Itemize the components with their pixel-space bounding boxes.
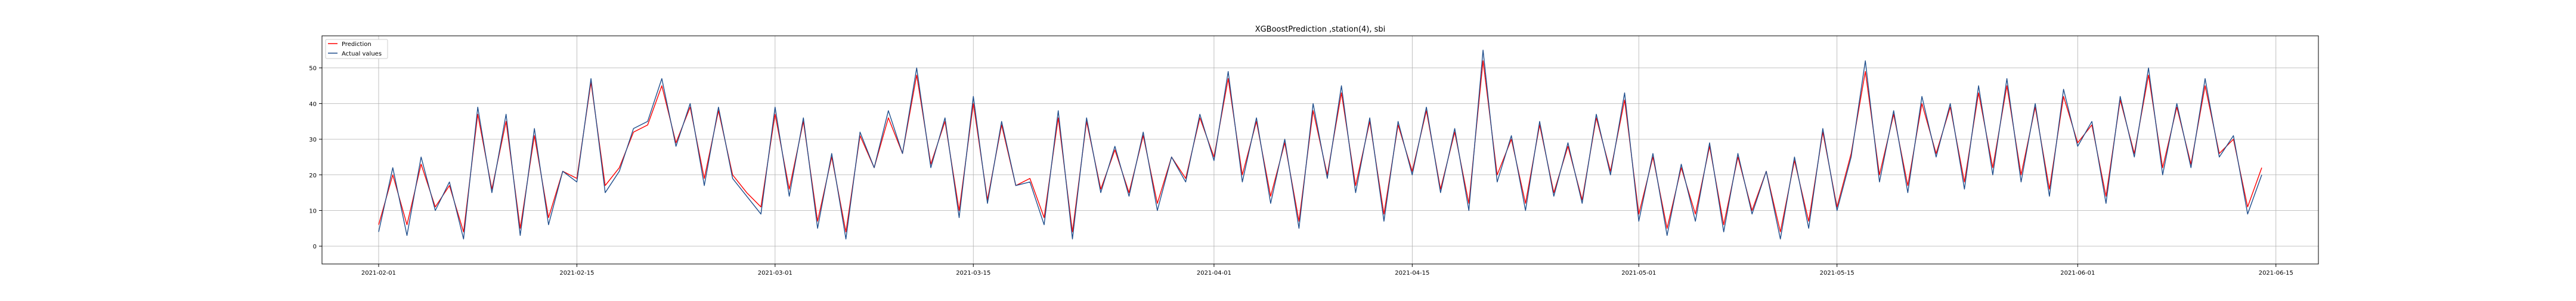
series-lines xyxy=(378,50,2262,239)
x-tick-label: 2021-04-15 xyxy=(1395,270,1429,277)
x-tick-label: 2021-05-15 xyxy=(1820,270,1854,277)
y-tick-label: 0 xyxy=(313,244,317,250)
y-tick-label: 10 xyxy=(309,208,317,214)
y-tick-label: 50 xyxy=(309,66,317,72)
x-tick-label: 2021-02-01 xyxy=(361,270,396,277)
x-tick-label: 2021-06-15 xyxy=(2259,270,2293,277)
legend-label-actual: Actual values xyxy=(342,51,382,57)
y-tick-label: 30 xyxy=(309,137,317,143)
series-line-actual xyxy=(378,50,2262,239)
x-tick-label: 2021-02-15 xyxy=(559,270,594,277)
y-tick-label: 40 xyxy=(309,101,317,108)
legend-box xyxy=(325,39,388,59)
x-tick-label: 2021-03-15 xyxy=(956,270,990,277)
x-axis-ticks: 2021-02-01 2021-02-15 2021-03-01 2021-03-15… xyxy=(361,264,2293,277)
y-axis-ticks: 0 10 20 30 40 50 xyxy=(309,66,322,250)
legend: Prediction Actual values xyxy=(325,39,388,59)
chart-title: XGBoostPrediction ,station(4), sbi xyxy=(1255,25,1386,34)
plot-frame xyxy=(321,35,2319,265)
x-tick-label: 2021-04-01 xyxy=(1197,270,1231,277)
x-tick-label: 2021-03-01 xyxy=(758,270,792,277)
x-tick-label: 2021-05-01 xyxy=(1621,270,1656,277)
y-tick-label: 20 xyxy=(309,173,317,179)
x-tick-label: 2021-06-01 xyxy=(2060,270,2095,277)
legend-label-prediction: Prediction xyxy=(342,41,371,48)
